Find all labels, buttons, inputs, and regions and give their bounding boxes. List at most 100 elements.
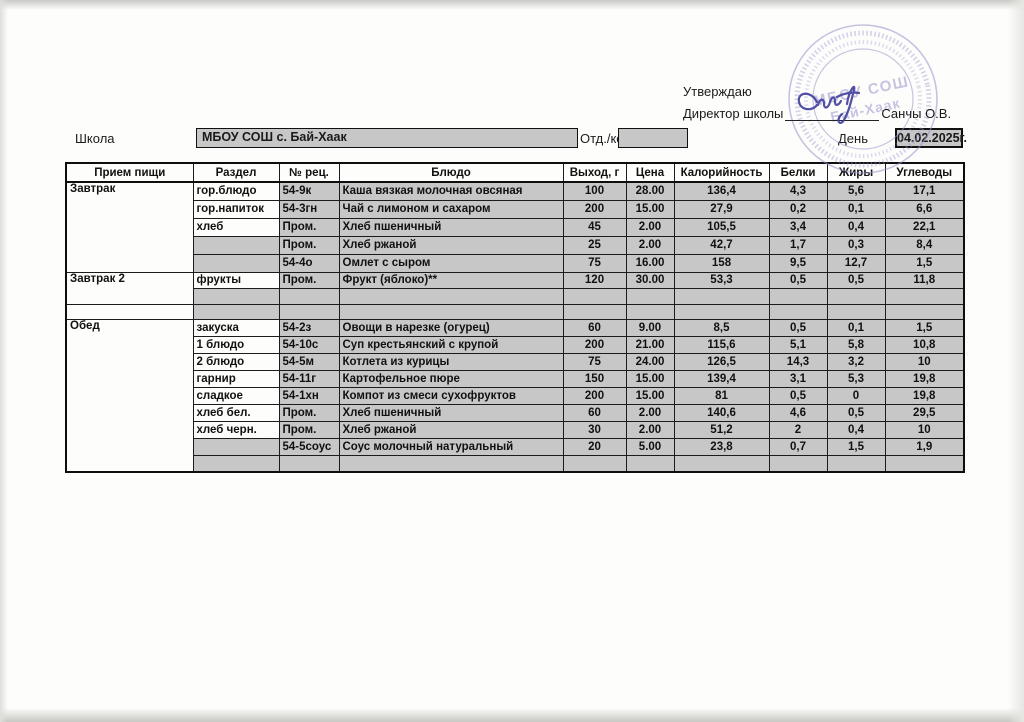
cell-protein <box>768 287 828 305</box>
cell-rec: 54-10с <box>278 335 340 354</box>
cell-dish: Компот из смеси сухофруктов <box>338 386 564 405</box>
cell-dish: Хлеб ржаной <box>338 420 564 439</box>
cell-dish <box>338 454 564 473</box>
cell-carbs: 19,8 <box>884 369 965 388</box>
cell-out <box>562 287 627 305</box>
cell-razdel <box>192 437 280 456</box>
school-round-stamp: МБОУ СОШ Бай-Хаак <box>788 24 938 174</box>
cell-protein <box>768 303 828 320</box>
cell-kcal: 140,6 <box>673 403 770 422</box>
cell-dish: Хлеб ржаной <box>338 235 564 255</box>
cell-price: 24.00 <box>625 352 675 371</box>
cell-out: 60 <box>562 318 627 337</box>
cell-fat: 0,1 <box>826 199 886 219</box>
cell-kcal <box>673 303 770 320</box>
cell-protein: 14,3 <box>768 352 828 371</box>
cell-razdel: 1 блюдо <box>192 335 280 354</box>
cell-carbs: 22,1 <box>884 217 965 237</box>
cell-dish: Картофельное пюре <box>338 369 564 388</box>
cell-kcal: 8,5 <box>673 318 770 337</box>
cell-razdel: гор.блюдо <box>192 181 280 201</box>
cell-price <box>625 287 675 305</box>
cell-carbs: 11,8 <box>884 271 965 289</box>
cell-out: 150 <box>562 369 627 388</box>
cell-razdel: хлеб бел. <box>192 403 280 422</box>
cell-protein <box>768 454 828 473</box>
cell-out: 20 <box>562 437 627 456</box>
cell-price: 28.00 <box>625 181 675 201</box>
table-row: Обед закуска 54-2з Овощи в нарезке (огурец)… <box>65 318 965 473</box>
cell-razdel <box>192 454 280 473</box>
cell-razdel <box>192 303 280 320</box>
cell-fat: 3,2 <box>826 352 886 371</box>
cell-price: 2.00 <box>625 420 675 439</box>
cell-out: 75 <box>562 352 627 371</box>
header-price: Цена <box>625 162 675 183</box>
cell-razdel: фрукты <box>192 271 280 289</box>
cell-rec: 54-9к <box>278 181 340 201</box>
table-row: 54-4о Омлет с сыром 75 16.00 158 9,5 12,7 1,5 <box>66 253 965 273</box>
cell-out: 75 <box>562 253 627 273</box>
table-row <box>66 454 965 473</box>
cell-out: 60 <box>562 403 627 422</box>
cell-price: 21.00 <box>625 335 675 354</box>
cell-carbs: 1,5 <box>884 253 965 273</box>
header-protein: Белки <box>768 162 828 183</box>
cell-protein: 9,5 <box>768 253 828 273</box>
cell-kcal: 136,4 <box>673 181 770 201</box>
cell-protein: 5,1 <box>768 335 828 354</box>
cell-fat: 0,4 <box>826 217 886 237</box>
meal-name-cell <box>65 303 194 320</box>
cell-protein: 0,5 <box>768 318 828 337</box>
cell-protein: 3,1 <box>768 369 828 388</box>
cell-dish: Омлет с сыром <box>338 253 564 273</box>
cell-razdel <box>192 287 280 305</box>
cell-rec: Пром. <box>278 403 340 422</box>
header-dish: Блюдо <box>338 162 564 183</box>
cell-kcal: 105,5 <box>673 217 770 237</box>
cell-carbs: 6,6 <box>884 199 965 219</box>
cell-carbs: 17,1 <box>884 181 965 201</box>
header-razdel: Раздел <box>192 162 280 183</box>
cell-rec <box>278 287 340 305</box>
cell-carbs: 10 <box>884 420 965 439</box>
cell-price <box>625 454 675 473</box>
meal-name-cell: Завтрак 2 <box>65 271 194 305</box>
cell-rec: 54-4о <box>278 253 340 273</box>
cell-dish: Соус молочный натуральный <box>338 437 564 456</box>
cell-rec: Пром. <box>278 235 340 255</box>
table-header-row: Прием пищи Раздел № рец. Блюдо Выход, г … <box>65 162 965 183</box>
cell-rec: 54-2з <box>278 318 340 337</box>
cell-fat: 0,5 <box>826 403 886 422</box>
cell-razdel: гарнир <box>192 369 280 388</box>
table-row: Пром. Хлеб ржаной 25 2.00 42,7 1,7 0,3 8,4 <box>66 235 965 255</box>
header-rec: № рец. <box>278 162 340 183</box>
cell-price: 15.00 <box>625 369 675 388</box>
table-row: 2 блюдо 54-5м Котлета из курицы 75 24.00 126,… <box>66 352 965 371</box>
cell-kcal: 158 <box>673 253 770 273</box>
cell-protein: 0,5 <box>768 386 828 405</box>
cell-out <box>562 454 627 473</box>
cell-carbs: 8,4 <box>884 235 965 255</box>
cell-dish: Суп крестьянский с крупой <box>338 335 564 354</box>
cell-protein: 3,4 <box>768 217 828 237</box>
table-row: 1 блюдо 54-10с Суп крестьянский с крупой 20… <box>66 335 965 354</box>
meal-name-cell: Завтрак <box>65 181 194 273</box>
cell-fat: 1,5 <box>826 437 886 456</box>
cell-price <box>625 303 675 320</box>
cell-dish: Овощи в нарезке (огурец) <box>338 318 564 337</box>
cell-dish: Хлеб пшеничный <box>338 403 564 422</box>
cell-fat: 5,3 <box>826 369 886 388</box>
cell-carbs: 19,8 <box>884 386 965 405</box>
cell-price: 2.00 <box>625 403 675 422</box>
handwritten-signature <box>798 85 861 124</box>
cell-out <box>562 303 627 320</box>
cell-carbs <box>884 454 965 473</box>
cell-out: 200 <box>562 386 627 405</box>
director-name: Санчы О.В. <box>881 106 952 121</box>
cell-out: 25 <box>562 235 627 255</box>
cell-price: 16.00 <box>625 253 675 273</box>
cell-protein: 0,2 <box>768 199 828 219</box>
cell-price: 30.00 <box>625 271 675 289</box>
header-out: Выход, г <box>562 162 627 183</box>
